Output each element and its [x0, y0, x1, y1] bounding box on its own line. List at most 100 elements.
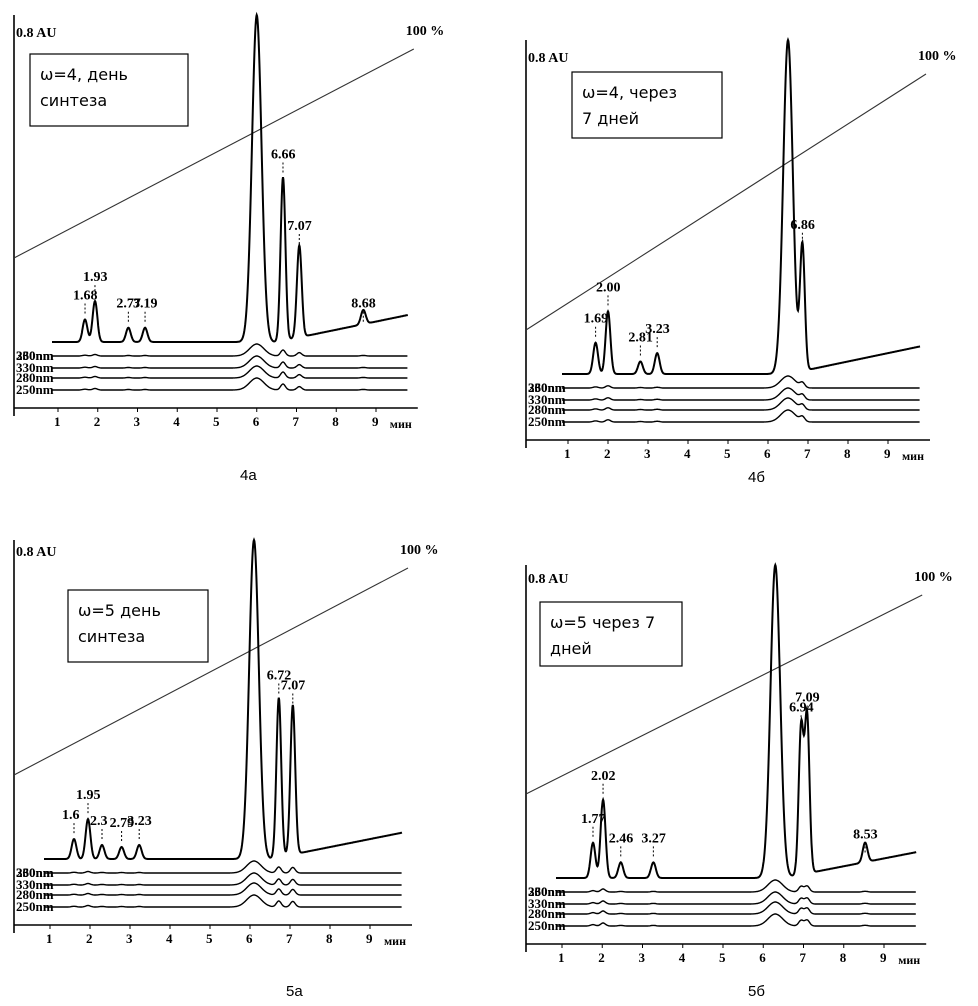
peak-label: 1.69 — [584, 312, 609, 327]
peak-label: 1.95 — [76, 788, 101, 803]
trace-label: 280nm — [16, 887, 54, 902]
peak-label: 3.23 — [645, 322, 670, 337]
trace-360nm — [556, 879, 916, 893]
x-tick-label: 1 — [564, 446, 571, 461]
legend-text: ω=4, день — [40, 65, 128, 84]
x-tick-label: 9 — [884, 446, 891, 461]
x-tick-label: 3 — [639, 950, 646, 965]
x-tick-label: 8 — [332, 414, 339, 429]
x-tick-label: 8 — [844, 446, 851, 461]
legend-box — [539, 601, 683, 667]
legend-text: дней — [550, 639, 592, 658]
y-scale-label: 0.8 AU — [528, 572, 568, 587]
x-tick-label: 3 — [126, 931, 133, 946]
peak-label: 3.27 — [641, 831, 666, 846]
trace-label: 250nm — [528, 918, 566, 933]
trace-250nm — [562, 409, 920, 423]
legend-text: ω=4, через — [582, 83, 677, 102]
trace-330nm — [562, 387, 920, 401]
trace-330nm — [52, 355, 408, 369]
trace-label: 360nm — [16, 348, 54, 363]
x-tick-label: 7 — [286, 931, 293, 946]
trace-label: 360nm — [528, 380, 566, 395]
x-tick-label: 4 — [173, 414, 180, 429]
trace-label: 230nm — [16, 865, 54, 880]
legend-text: 7 дней — [582, 109, 639, 128]
trace-main — [556, 562, 917, 879]
trace-280nm — [44, 882, 402, 896]
panel-4: 0.8 AU 100 % 1 2 3 4 5 6 7 8 9 мин 230nm 250nm280nm33… — [525, 562, 953, 1000]
trace-250nm — [556, 913, 916, 927]
peak-label: 2.79 — [110, 816, 135, 831]
trace-330nm — [556, 891, 916, 905]
trace-360nm — [562, 375, 920, 389]
peak-label: 3.19 — [133, 297, 158, 312]
trace-main — [44, 537, 403, 860]
x-tick-label: 3 — [134, 414, 141, 429]
peak-label: 6.94 — [789, 700, 814, 715]
y-scale-label: 0.8 AU — [16, 26, 56, 41]
x-tick-label: 4 — [166, 931, 173, 946]
y-scale-label: 0.8 AU — [528, 51, 568, 66]
x-tick-label: 1 — [46, 931, 53, 946]
peak-label: 1.77 — [581, 812, 606, 827]
x-tick-label: 8 — [326, 931, 333, 946]
legend-text: синтеза — [40, 91, 107, 110]
trace-330nm — [44, 872, 402, 886]
trace-250nm — [52, 377, 408, 391]
x-tick-label: 3 — [644, 446, 651, 461]
trace-label: 250nm — [16, 899, 54, 914]
trace-label: 330nm — [528, 392, 566, 407]
x-tick-label: 4 — [684, 446, 691, 461]
peak-label: 1.6 — [62, 808, 80, 823]
x-tick-label: 6 — [764, 446, 771, 461]
peak-label: 2.77 — [116, 297, 141, 312]
peak-label: 2.02 — [591, 769, 616, 784]
panel-3: 0.8 AU 100 % 1 2 3 4 5 6 7 8 9 мин 230nm 250nm280nm33… — [13, 537, 439, 1000]
trace-label: 360nm — [16, 865, 54, 880]
peak-label: 1.93 — [83, 270, 108, 285]
peak-label: 7.09 — [795, 691, 820, 706]
trace-label: 230nm — [16, 348, 54, 363]
panel-caption: 4а — [240, 467, 257, 484]
gradient-line — [13, 567, 409, 776]
x-tick-label: 5 — [206, 931, 213, 946]
trace-280nm — [556, 901, 916, 915]
x-tick-label: 4 — [679, 950, 686, 965]
x-tick-label: 7 — [800, 950, 807, 965]
trace-label: 250nm — [16, 382, 54, 397]
x-tick-label: 6 — [253, 414, 260, 429]
panel-caption: 4б — [748, 469, 765, 486]
x-tick-label: 5 — [719, 950, 726, 965]
x-tick-label: 2 — [598, 950, 605, 965]
peak-label: 2.3 — [90, 814, 108, 829]
x-tick-label: 6 — [759, 950, 766, 965]
peak-label: 1.68 — [73, 289, 98, 304]
x-tick-label: 7 — [804, 446, 811, 461]
gradient-line — [525, 594, 923, 795]
x-tick-label: 9 — [372, 414, 379, 429]
gradient-label: 100 % — [406, 24, 445, 39]
peak-label: 2.00 — [596, 280, 621, 295]
trace-main — [562, 36, 921, 375]
trace-label: 330nm — [16, 877, 54, 892]
gradient-line — [525, 73, 927, 331]
x-tick-label: 6 — [246, 931, 253, 946]
trace-360nm — [44, 860, 402, 874]
trace-250nm — [44, 894, 402, 908]
x-unit-label: мин — [390, 417, 412, 431]
legend-box — [571, 71, 723, 139]
peak-label: 6.86 — [790, 218, 815, 233]
legend-text: ω=5 день — [78, 601, 161, 620]
x-tick-label: 9 — [880, 950, 887, 965]
x-tick-label: 2 — [94, 414, 101, 429]
trace-label: 280nm — [16, 370, 54, 385]
peak-label: 6.72 — [267, 669, 292, 684]
x-tick-label: 2 — [604, 446, 611, 461]
trace-label: 250nm — [528, 414, 566, 429]
x-tick-label: 7 — [293, 414, 300, 429]
gradient-label: 100 % — [918, 49, 957, 64]
trace-label: 330nm — [16, 360, 54, 375]
peak-label: 8.53 — [853, 827, 878, 842]
legend-text: ω=5 через 7 — [550, 613, 655, 632]
